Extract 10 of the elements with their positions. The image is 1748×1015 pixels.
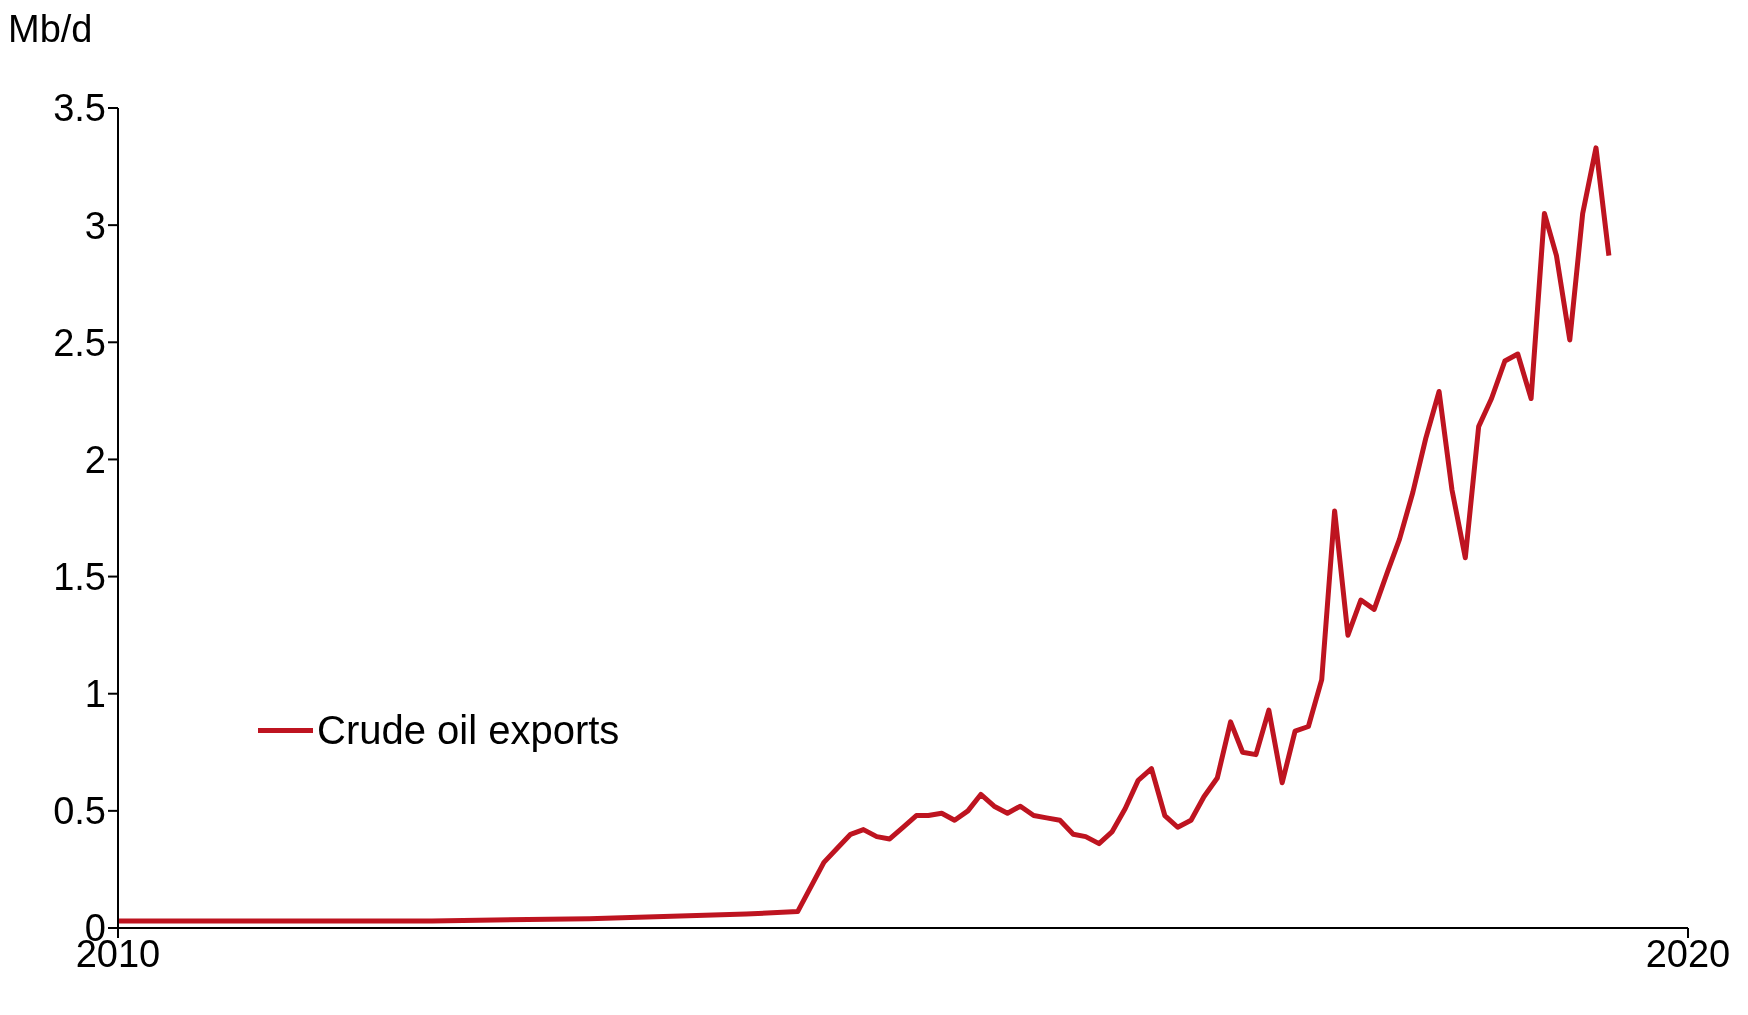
y-tick-label: 3.5 bbox=[53, 87, 106, 130]
y-tick-label: 2 bbox=[84, 438, 106, 481]
y-tick-label: 1.5 bbox=[53, 556, 106, 599]
x-tick-label: 2020 bbox=[1645, 932, 1731, 975]
legend-label: Crude oil exports bbox=[317, 708, 620, 753]
y-axis-title: Mb/d bbox=[8, 8, 93, 51]
y-tick-label: 2.5 bbox=[53, 321, 106, 364]
y-tick-label: 1 bbox=[84, 673, 106, 716]
y-tick-label: 3 bbox=[84, 204, 106, 247]
y-tick-label: 0.5 bbox=[53, 790, 106, 833]
